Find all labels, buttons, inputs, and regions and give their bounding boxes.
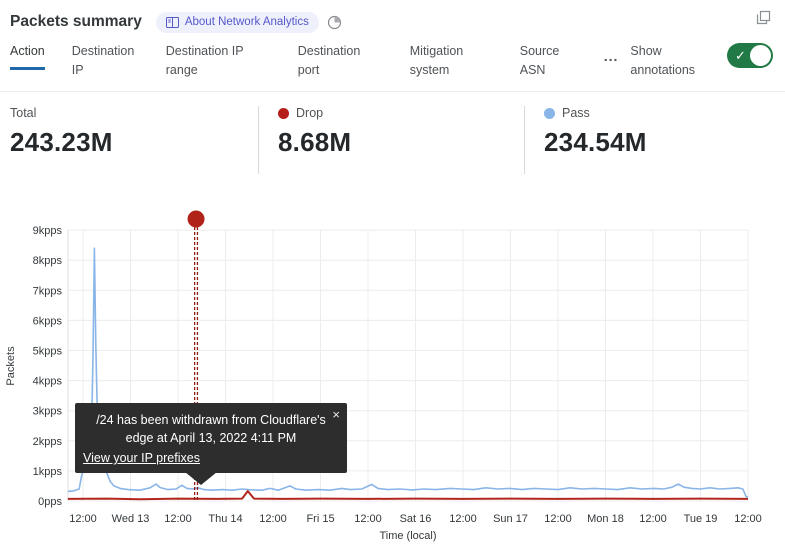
x-tick-label: Wed 13: [112, 513, 150, 525]
y-tick-label: 2kpps: [33, 436, 63, 448]
x-tick-label: 12:00: [69, 513, 97, 525]
dimension-tabs: Action Destination IP Destination IP ran…: [0, 36, 785, 92]
annotation-marker[interactable]: [187, 210, 205, 228]
y-tick-label: 4kpps: [33, 376, 63, 388]
series-line-drop: [67, 490, 749, 501]
book-icon: [165, 16, 179, 28]
annotation-tooltip: × /24 has been withdrawn from Cloudflare…: [75, 403, 347, 486]
tab-destination-ip-range[interactable]: Destination IP range: [165, 44, 244, 78]
y-tick-label: 3kpps: [33, 406, 63, 418]
x-axis-title: Time (local): [379, 530, 436, 542]
x-tick-label: Thu 14: [208, 513, 242, 525]
y-tick-label: 6kpps: [33, 315, 63, 327]
tab-destination-port[interactable]: Destination port: [297, 44, 361, 78]
stat-total-label: Total: [10, 106, 37, 120]
y-tick-label: 8kpps: [33, 255, 63, 267]
y-tick-label: 9kpps: [33, 225, 63, 237]
stat-total: Total 243.23M: [10, 106, 258, 174]
x-tick-label: Fri 15: [306, 513, 334, 525]
close-icon[interactable]: ×: [332, 407, 340, 422]
x-tick-label: 12:00: [354, 513, 382, 525]
badge-label: About Network Analytics: [184, 16, 309, 28]
pass-legend-dot: [544, 107, 555, 119]
about-network-analytics-badge[interactable]: About Network Analytics: [155, 11, 319, 33]
stat-pass-label: Pass: [562, 106, 590, 120]
tab-mitigation-system[interactable]: Mitigation system: [409, 44, 464, 78]
x-tick-label: 12:00: [544, 513, 572, 525]
header: Packets summary About Network Analytics: [0, 0, 785, 36]
x-tick-label: 12:00: [164, 513, 192, 525]
stat-drop-value: 8.68M: [278, 127, 352, 157]
tab-action[interactable]: Action: [10, 42, 45, 71]
stat-pass-value: 234.54M: [544, 127, 647, 157]
tab-source-asn[interactable]: Source ASN: [519, 44, 560, 78]
x-tick-label: Sat 16: [400, 513, 432, 525]
y-tick-label: 5kpps: [33, 346, 63, 358]
time-range-icon[interactable]: [327, 15, 342, 30]
y-tick-label: 1kpps: [33, 466, 63, 478]
y-tick-label: 0pps: [38, 496, 62, 508]
x-tick-label: 12:00: [259, 513, 287, 525]
toggle-knob: [750, 45, 771, 66]
page-title: Packets summary: [10, 13, 142, 30]
stat-total-value: 243.23M: [10, 127, 113, 157]
check-icon: ✓: [735, 48, 746, 63]
tooltip-arrow: [185, 472, 217, 486]
pop-out-icon[interactable]: [756, 10, 771, 25]
x-tick-label: 12:00: [734, 513, 762, 525]
show-annotations-label: Show annotations: [630, 44, 696, 78]
y-tick-label: 7kpps: [33, 285, 63, 297]
x-tick-label: 12:00: [639, 513, 667, 525]
y-axis-title: Packets: [5, 346, 17, 386]
stat-pass: Pass 234.54M: [524, 106, 785, 174]
more-tabs-ellipsis-icon[interactable]: ...: [603, 48, 619, 64]
packets-time-series-chart: 0pps 1kpps 2kpps 3kpps 4kpps 5kpps 6kpps 7kpps 8…: [0, 205, 785, 555]
annotation-message: /24 has been withdrawn from Cloudflare's…: [96, 413, 326, 446]
stat-drop-label: Drop: [296, 106, 324, 120]
view-ip-prefixes-link[interactable]: View your IP prefixes: [83, 451, 200, 466]
x-tick-label: Tue 19: [684, 513, 718, 525]
stat-drop: Drop 8.68M: [258, 106, 524, 174]
tab-destination-ip[interactable]: Destination IP: [71, 44, 135, 78]
x-tick-label: Mon 18: [587, 513, 624, 525]
show-annotations-toggle[interactable]: ✓: [727, 43, 773, 68]
packets-chart-canvas: 0pps 1kpps 2kpps 3kpps 4kpps 5kpps 6kpps 7kpps 8…: [5, 210, 762, 542]
x-tick-label: Sun 17: [493, 513, 528, 525]
x-tick-label: 12:00: [449, 513, 477, 525]
summary-stats: Total 243.23M Drop 8.68M Pass 234.54M: [0, 92, 785, 180]
drop-legend-dot: [278, 107, 289, 119]
